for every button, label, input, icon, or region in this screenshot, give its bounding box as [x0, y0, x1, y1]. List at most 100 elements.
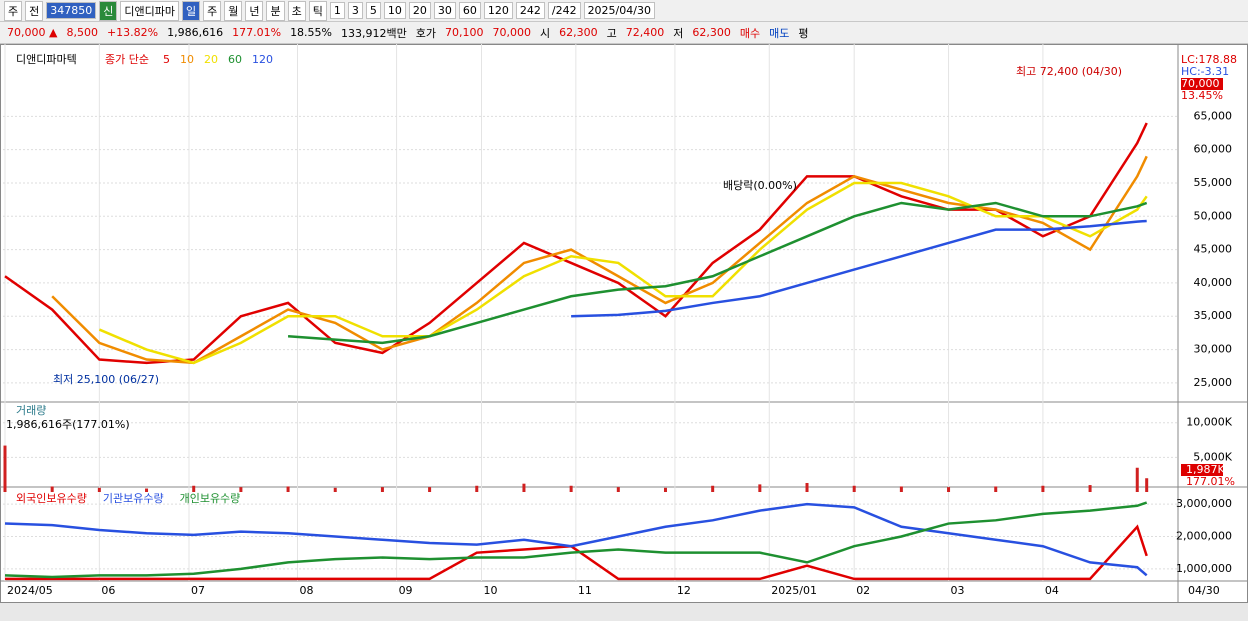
y-tick-label: 40,000 [1194, 276, 1233, 289]
side-label: 04/30 [1188, 584, 1220, 597]
toolbar-item[interactable]: 3 [347, 2, 363, 19]
y-tick-label: 45,000 [1194, 243, 1233, 256]
volume-bar [663, 487, 667, 492]
y-tick-label: 10,000K [1186, 416, 1232, 429]
legend-entry: 기관보유수량 [103, 492, 164, 505]
toolbar-item[interactable]: 주 [4, 0, 23, 21]
x-tick-label: 06 [101, 584, 115, 597]
volume-bar [475, 485, 479, 492]
toolbar-item[interactable]: 월 [224, 0, 243, 21]
toolbar-item[interactable]: 5 [365, 2, 381, 19]
toolbar-item[interactable]: 초 [287, 0, 306, 21]
x-tick-label: 10 [483, 584, 497, 597]
toolbar-item[interactable]: 1 [329, 2, 345, 19]
volume-bar [286, 486, 290, 492]
side-label: 1,987K [1186, 463, 1225, 476]
legend-title: 종가 단순 [105, 53, 149, 66]
legend-entry: 120 [252, 53, 273, 66]
legend-entry: 외국인보유수량 [16, 492, 87, 505]
y-tick-label: 25,000 [1194, 376, 1233, 389]
toolbar-item[interactable]: 10 [383, 2, 406, 19]
x-tick-label: 09 [399, 584, 413, 597]
legend-entry: 20 [204, 53, 218, 66]
infobar-item: 70,000 ▲ [7, 26, 58, 39]
y-tick-label: 55,000 [1194, 176, 1233, 189]
toolbar-item[interactable]: 2025/04/30 [583, 2, 655, 19]
volume-bar [711, 485, 715, 492]
infobar-item: 133,912백만 [341, 26, 407, 40]
infobar-item: 시 [540, 26, 551, 40]
toolbar-item[interactable]: 주 [203, 0, 222, 21]
x-tick-label: 04 [1045, 584, 1059, 597]
y-tick-label: 30,000 [1194, 343, 1233, 356]
volume-bar [569, 485, 573, 492]
infobar-item: 72,400 [625, 26, 665, 39]
x-tick-label: 12 [677, 584, 691, 597]
scrollbar[interactable] [0, 603, 1248, 621]
toolbar-item[interactable]: 60 [458, 2, 481, 19]
series-line [5, 524, 1148, 581]
frame [0, 44, 1248, 603]
x-tick-label: 2025/01 [771, 584, 817, 597]
side-label: LC:178.88 [1181, 53, 1237, 66]
infobar-item: 1,986,616 [167, 26, 224, 39]
series-line [4, 501, 1148, 579]
right-axis [1177, 44, 1248, 605]
volume-bar [192, 485, 196, 492]
volume-bar [97, 487, 101, 492]
volume-bar [3, 445, 7, 492]
volume-bar [1135, 467, 1139, 492]
toolbar-item[interactable]: 틱 [308, 0, 327, 21]
toolbar-item[interactable]: 신 [99, 0, 118, 21]
volume-bar [239, 487, 243, 492]
toolbar-item[interactable]: /242 [547, 2, 581, 19]
legend-entry: 60 [228, 53, 242, 66]
x-tick-label: 03 [951, 584, 965, 597]
legend-entry: 개인보유수량 [180, 492, 241, 505]
toolbar-item[interactable]: 120 [483, 2, 513, 19]
toolbar-item[interactable]: 년 [245, 0, 264, 21]
volume-bar [899, 486, 903, 492]
series-line [571, 219, 1147, 318]
annotation: 최저 25,100 (06/27) [53, 373, 159, 386]
volume-bar [428, 487, 432, 492]
toolbar-item[interactable]: 일 [181, 0, 201, 21]
volume-bar [145, 488, 149, 492]
chart: 2024/05 06 07 08 09 10 11 12 2025/01 02 03 04 25,000… [0, 44, 1248, 621]
infobar-item: 177.01% [232, 26, 282, 39]
toolbar-item[interactable]: 디앤디파마 [120, 0, 179, 21]
toolbar-item[interactable]: 분 [266, 0, 285, 21]
volume-bar [1145, 478, 1149, 492]
toolbar-item[interactable]: 30 [433, 2, 456, 19]
infobar-item: 고 [606, 26, 617, 40]
side-label: HC:-3.31 [1181, 65, 1229, 78]
series-line [4, 502, 1148, 577]
side-label: 13.45% [1181, 89, 1223, 102]
infobar-item: 평 [798, 26, 809, 40]
x-tick-label: 07 [191, 584, 205, 597]
toolbar-item[interactable]: 전 [25, 0, 44, 21]
toolbar-item[interactable]: 242 [515, 2, 545, 19]
infobar-item: 62,300 [559, 26, 598, 39]
infobar-item: 매도 [769, 26, 790, 40]
series-line [51, 155, 1148, 365]
volume-bar [333, 487, 337, 492]
annotation: 배당락(0.00%) [723, 179, 797, 192]
infobar-item: 매수 [739, 26, 761, 40]
x-tick-label: 02 [856, 584, 870, 597]
x-tick-label: 2024/05 [7, 584, 53, 597]
volume-bar [380, 487, 384, 492]
annotation: 최고 72,400 (04/30) [1016, 65, 1122, 78]
y-tick-label: 50,000 [1194, 209, 1233, 222]
toolbar-item[interactable]: 347850 [46, 2, 97, 19]
infobar-item: 18.55% [290, 26, 333, 39]
volume-bar [994, 486, 998, 492]
infobar-item: 70,000 [492, 26, 532, 39]
infobar-item: 62,300 [692, 26, 731, 39]
volume-bar [616, 487, 620, 492]
infobar-item: +13.82% [106, 26, 159, 39]
pane-title: 디앤디파마텍 [16, 53, 77, 66]
toolbar-item[interactable]: 20 [408, 2, 431, 19]
y-tick-label: 5,000K [1193, 450, 1232, 463]
